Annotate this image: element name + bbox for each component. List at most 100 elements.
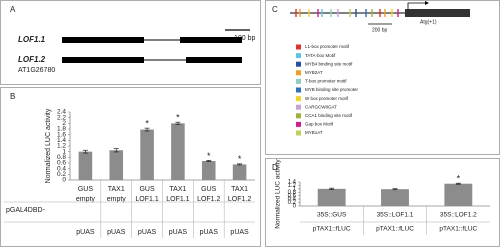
bar xyxy=(444,183,473,206)
legend-label: MYB1AT xyxy=(305,130,323,135)
promoter-diagram: Atg(+1) 200 bp L1-box promoter motif TATA… xyxy=(290,1,470,136)
panel-label: C xyxy=(272,5,278,14)
bar xyxy=(317,188,346,206)
bar xyxy=(109,150,124,180)
bar xyxy=(381,189,409,206)
y-tick-label: 0.8 xyxy=(288,190,297,196)
category-label: pTAX1::fLUC xyxy=(439,226,477,233)
category-label: pTAX1::fLUC xyxy=(313,226,351,233)
y-tick-label: 0.4 xyxy=(57,165,66,172)
legend-label: MYB binding site promoter xyxy=(305,87,359,92)
y-tick-label: 1.4 xyxy=(57,137,66,144)
y-tick-label: 0.2 xyxy=(57,171,66,178)
y-tick-label: 2 xyxy=(62,120,66,127)
bar xyxy=(171,123,185,180)
y-tick-label: 1.8 xyxy=(57,126,66,133)
category-label: empty xyxy=(107,196,127,203)
category-label: GUS xyxy=(139,186,155,193)
y-tick-label: 1.2 xyxy=(288,183,297,189)
y-tick-label: 1 xyxy=(62,148,66,155)
y-tick-label: 0.4 xyxy=(288,197,297,203)
category-label: 35S::LOF1.1 xyxy=(377,212,414,219)
legend-swatch xyxy=(296,104,301,110)
legend-label: CCA1 binding site motif xyxy=(305,113,353,118)
category-label: GUS xyxy=(201,186,217,193)
scale-label: 200 bp xyxy=(372,27,388,33)
category-label: pUAS xyxy=(138,229,157,236)
category-label: 35S::GUS xyxy=(317,212,347,219)
y-tick-label: 2.2 xyxy=(57,114,66,121)
legend-swatch xyxy=(296,61,301,67)
category-label: GUS xyxy=(78,186,94,193)
legend-swatch xyxy=(296,70,301,76)
category-label: LOF1.1 xyxy=(166,196,189,203)
category-label: pUAS xyxy=(230,229,249,236)
exon xyxy=(62,37,144,43)
bar xyxy=(78,151,93,180)
legend-label: W box promoter motif xyxy=(305,96,349,101)
legend-label: MYB2AT xyxy=(305,70,323,75)
gene-name: LOF1.1 xyxy=(18,35,46,44)
bar xyxy=(201,161,216,180)
category-label: TAX1 xyxy=(108,186,125,193)
category-label: LOF1.1 xyxy=(135,196,158,203)
panel-frame xyxy=(0,87,261,247)
bar xyxy=(140,129,154,180)
y-tick-label: 2.4 xyxy=(57,109,66,116)
legend-label: Gap box Motif xyxy=(305,122,334,127)
panel-label: B xyxy=(10,92,15,101)
category-label: LOF1.2 xyxy=(197,196,220,203)
significance-mark: * xyxy=(238,154,242,164)
y-tick-label: 1 xyxy=(293,186,297,192)
significance-mark: * xyxy=(176,113,180,123)
panel-label: D xyxy=(272,163,278,172)
legend-swatch xyxy=(296,121,301,127)
legend-swatch xyxy=(296,78,301,84)
category-label: pUAS xyxy=(107,229,126,236)
legend-swatch xyxy=(296,130,301,136)
y-tick-label: 1.6 xyxy=(57,131,66,138)
significance-mark: * xyxy=(145,119,149,129)
y-tick-label: 0.6 xyxy=(57,160,66,167)
y-tick-label: 1.4 xyxy=(288,180,297,186)
y-tick-label: 0 xyxy=(293,204,297,210)
legend-label: L1-box promoter motif xyxy=(305,44,350,49)
gene-name: LOF1.2 xyxy=(18,55,46,64)
exon xyxy=(62,57,144,63)
row-label: pGAL4DBD- xyxy=(6,207,46,214)
y-tick-label: 1.2 xyxy=(57,143,66,150)
legend-swatch xyxy=(296,44,301,50)
category-label: 35S::LOF1.2 xyxy=(440,212,477,219)
exon xyxy=(186,57,242,63)
category-label: empty xyxy=(76,196,96,203)
category-label: pUAS xyxy=(169,229,188,236)
atg-label: Atg(+1) xyxy=(420,19,437,25)
legend-swatch xyxy=(296,53,301,59)
legend-swatch xyxy=(296,113,301,119)
panel-frame xyxy=(0,0,261,85)
tss-arrow xyxy=(425,1,429,5)
bar xyxy=(232,164,247,180)
y-axis-label: Normalized LUC activity xyxy=(275,159,282,229)
legend-label: T-box promoter motif xyxy=(305,79,347,84)
legend-label: TATA-box Motif xyxy=(305,53,336,58)
panel-label: A xyxy=(10,5,16,14)
legend-swatch xyxy=(296,96,301,102)
tss-arrow xyxy=(407,2,425,9)
legend-label: CARGCW8GAT xyxy=(305,104,337,109)
category-label: TAX1 xyxy=(231,186,248,193)
charts: 00.20.40.60.811.21.41.61.822.22.4Normali… xyxy=(4,108,490,238)
category-label: TAX1 xyxy=(169,186,186,193)
y-tick-label: 0.6 xyxy=(288,193,297,199)
gene-models: 100 bp LOF1.1 LOF1.2 AT1G26780 xyxy=(18,29,256,74)
y-axis-label: Normalized LUC activity xyxy=(45,108,52,183)
y-tick-label: 0.8 xyxy=(57,154,66,161)
y-tick-label: 0.2 xyxy=(288,200,297,206)
significance-mark: * xyxy=(207,151,211,161)
category-label: pUAS xyxy=(76,229,95,236)
scale-label: 100 bp xyxy=(234,35,256,42)
category-label: LOF1.2 xyxy=(228,196,251,203)
category-label: pUAS xyxy=(200,229,219,236)
y-tick-label: 0 xyxy=(62,177,66,184)
